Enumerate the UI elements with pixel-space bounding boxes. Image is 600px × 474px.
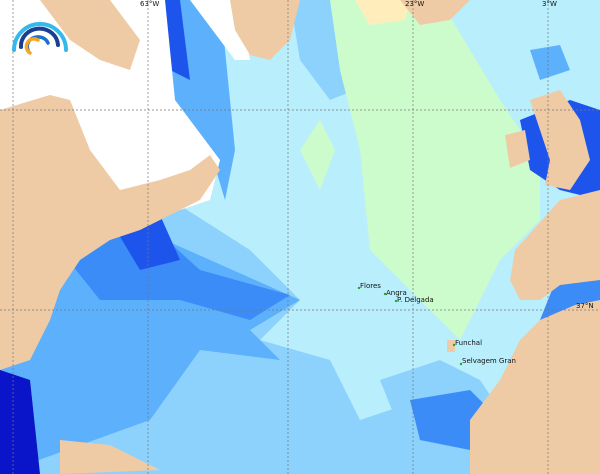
place-label-flores[interactable]: Flores [360, 282, 381, 290]
place-markers: Flores Angra P. Delgada Funchal Selvagem… [357, 282, 516, 366]
great-britain-land [530, 90, 590, 190]
longitude-label: 63°W [140, 0, 159, 8]
north-america-land [0, 95, 220, 370]
caribbean-land [60, 440, 160, 474]
place-marker [452, 343, 456, 347]
iceland-land [400, 0, 470, 25]
place-label-angra[interactable]: Angra [386, 289, 407, 297]
place-marker [459, 362, 463, 366]
ireland-land [505, 130, 530, 168]
place-label-p-delgada[interactable]: P. Delgada [397, 296, 434, 304]
place-marker [394, 299, 398, 303]
longitude-label: 3°W [542, 0, 557, 8]
greenland-land [230, 0, 300, 60]
place-marker [383, 292, 387, 296]
latitude-label: 37°N [576, 302, 594, 310]
place-label-funchal[interactable]: Funchal [455, 339, 482, 347]
baffin-island-land [40, 0, 140, 70]
place-marker [357, 286, 361, 290]
rainbow-arc-logo [12, 22, 68, 55]
madeira-land [447, 340, 455, 352]
iberia-africa-land [470, 190, 600, 474]
longitude-label: 23°W [405, 0, 424, 8]
place-label-selvagem-grande[interactable]: Selvagem Gran [462, 357, 516, 365]
